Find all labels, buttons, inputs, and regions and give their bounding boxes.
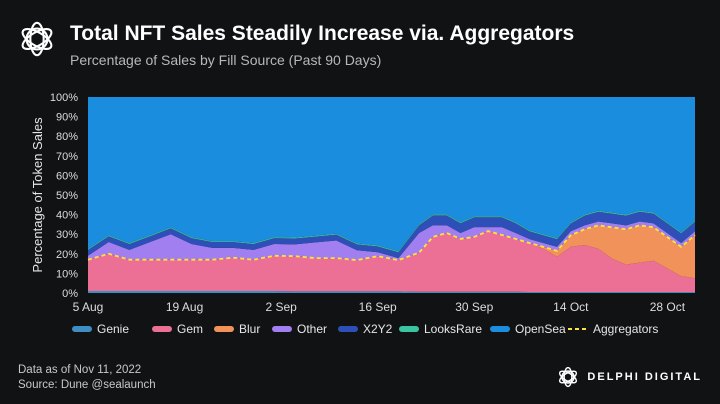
y-tick-label: 90% xyxy=(56,112,78,124)
legend-swatch xyxy=(399,326,419,332)
y-tick-label: 80% xyxy=(56,131,78,143)
series-area-blur xyxy=(88,225,695,279)
legend-label: Genie xyxy=(97,322,129,336)
legend-item-genie: Genie xyxy=(72,322,129,336)
legend-swatch xyxy=(152,326,172,332)
x-tick-label: 2 Sep xyxy=(265,300,297,314)
legend-item-blur: Blur xyxy=(214,322,260,336)
legend-swatch xyxy=(272,326,292,332)
chart-legend: Genie Gem Blur Other X2Y2 LooksRare OpenSea Agg… xyxy=(72,322,658,336)
y-tick-label: 0% xyxy=(62,288,78,300)
series-area-looksrare xyxy=(88,210,695,253)
y-tick-label: 70% xyxy=(56,151,78,163)
legend-label: LooksRare xyxy=(424,322,482,336)
x-tick-label: 14 Oct xyxy=(553,300,589,314)
legend-item-other: Other xyxy=(272,322,327,336)
page-title: Total NFT Sales Steadily Increase via. A… xyxy=(70,22,575,45)
delphi-brand-icon xyxy=(559,366,578,388)
series-area-other xyxy=(88,221,695,261)
y-tick-label: 20% xyxy=(56,249,78,261)
x-tick-label: 16 Sep xyxy=(359,300,397,314)
y-axis-label: Percentage of Token Sales xyxy=(30,117,45,273)
legend-label: Blur xyxy=(239,322,260,336)
legend-label: Other xyxy=(297,322,327,336)
legend-item-x2y2: X2Y2 xyxy=(338,322,393,336)
data-date-note: Data as of Nov 11, 2022 xyxy=(18,364,142,376)
series-area-x2y2 xyxy=(88,211,695,259)
y-tick-label: 30% xyxy=(56,229,78,241)
legend-swatch xyxy=(338,326,358,332)
legend-swatch xyxy=(490,326,510,332)
y-tick-label: 40% xyxy=(56,210,78,222)
legend-label: OpenSea xyxy=(515,322,566,336)
x-tick-label: 5 Aug xyxy=(73,300,104,314)
legend-item-looksrare: LooksRare xyxy=(399,322,482,336)
series-area-gem xyxy=(88,231,695,292)
legend-label: X2Y2 xyxy=(363,322,393,336)
x-axis: 5 Aug 19 Aug 2 Sep 16 Sep 30 Sep 14 Oct 28 Oct xyxy=(73,300,686,314)
legend-item-aggregators: Aggregators xyxy=(568,322,658,336)
legend-swatch xyxy=(72,326,92,332)
series-area-opensea xyxy=(88,97,695,252)
y-axis: 0% 10% 20% 30% 40% 50% 60% 70% 80% 90% 100% xyxy=(50,92,78,300)
brand-text: DELPHI DIGITAL xyxy=(587,371,702,383)
brand-mark: DELPHI DIGITAL xyxy=(557,366,702,388)
legend-swatch xyxy=(214,326,234,332)
series-area-genie xyxy=(88,291,695,293)
legend-label: Aggregators xyxy=(593,322,658,336)
legend-item-opensea: OpenSea xyxy=(490,322,566,336)
y-tick-label: 60% xyxy=(56,170,78,182)
source-note: Source: Dune @sealaunch xyxy=(18,379,156,391)
legend-item-gem: Gem xyxy=(152,322,203,336)
delphi-logo-icon xyxy=(21,21,53,57)
x-tick-label: 30 Sep xyxy=(455,300,493,314)
legend-label: Gem xyxy=(177,322,203,336)
y-tick-label: 10% xyxy=(56,268,78,280)
chart-areas xyxy=(88,97,695,293)
page-subtitle: Percentage of Sales by Fill Source (Past… xyxy=(70,52,382,68)
x-tick-label: 19 Aug xyxy=(166,300,203,314)
y-tick-label: 100% xyxy=(50,92,78,104)
x-tick-label: 28 Oct xyxy=(650,300,686,314)
y-tick-label: 50% xyxy=(56,190,78,202)
